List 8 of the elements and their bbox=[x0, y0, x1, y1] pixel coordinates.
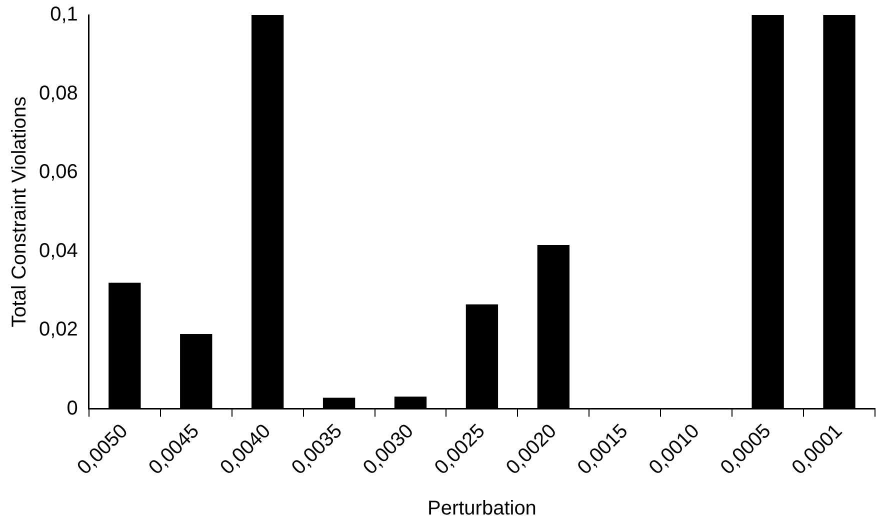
y-tick-label: 0 bbox=[66, 397, 78, 420]
x-axis-title: Perturbation bbox=[427, 498, 536, 520]
y-axis-title: Total Constraint Violations bbox=[8, 96, 31, 328]
y-tick-label: 0,08 bbox=[38, 82, 78, 104]
y-tick-label: 0,02 bbox=[38, 318, 78, 341]
y-tick-label: 0,04 bbox=[38, 240, 78, 262]
y-tick-label: 0,06 bbox=[38, 161, 78, 184]
y-tick-label: 0,1 bbox=[50, 4, 78, 26]
